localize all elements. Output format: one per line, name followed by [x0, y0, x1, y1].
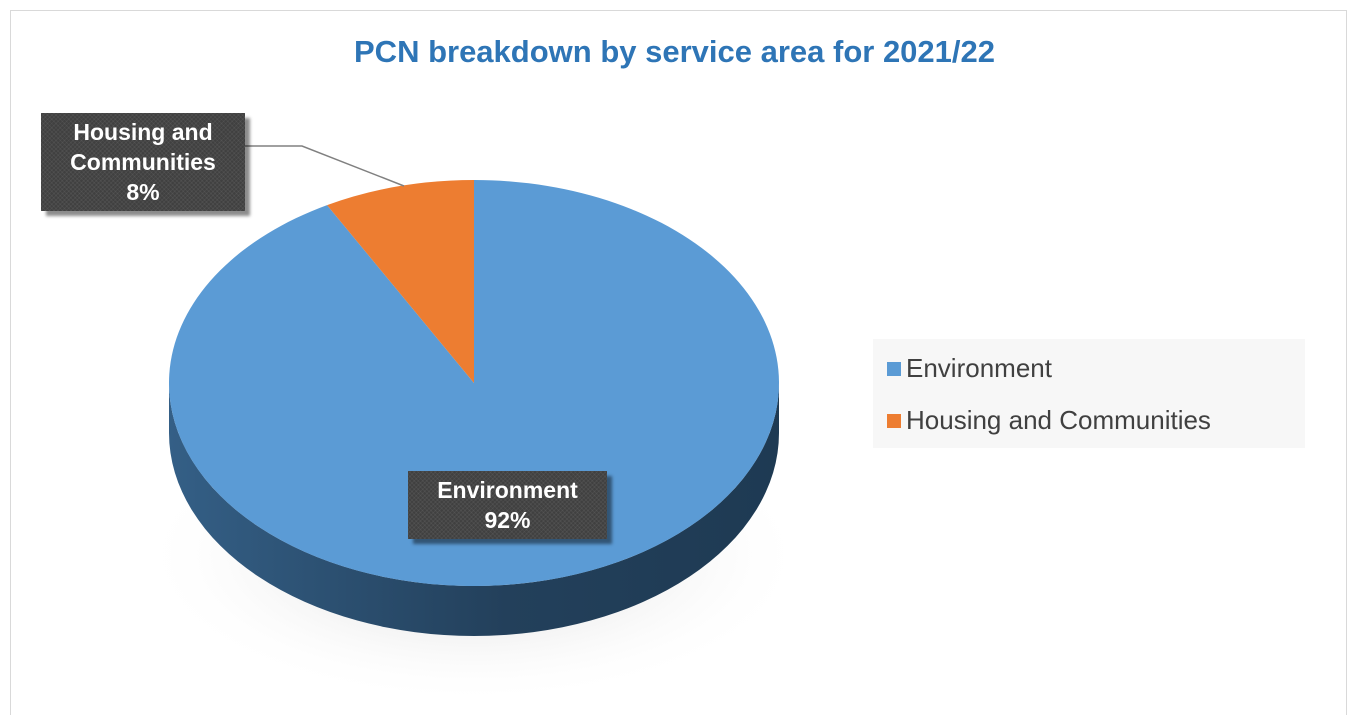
pie-slice-housing[interactable]	[327, 180, 474, 383]
legend: Environment Housing and Communities	[873, 339, 1305, 448]
legend-swatch-environment	[887, 361, 901, 376]
leader-line	[245, 145, 405, 187]
data-label-environment: Environment 92%	[408, 471, 607, 539]
legend-item-environment[interactable]: Environment	[887, 353, 1052, 384]
pie-top	[168, 180, 779, 586]
data-label-environment-value: 92%	[484, 507, 531, 533]
legend-label-environment: Environment	[906, 353, 1052, 383]
chart-title: PCN breakdown by service area for 2021/2…	[354, 34, 995, 69]
pie-slice-environment[interactable]	[168, 180, 779, 586]
data-label-environment-name: Environment	[437, 477, 578, 503]
pie-side	[169, 383, 779, 636]
data-label-housing: Housing and Communities 8%	[41, 113, 245, 211]
data-label-housing-value: 8%	[126, 179, 160, 205]
legend-swatch-housing	[887, 413, 901, 428]
data-label-housing-name: Housing and Communities	[70, 119, 216, 175]
pie-rim	[169, 383, 779, 636]
legend-item-housing[interactable]: Housing and Communities	[887, 405, 1211, 436]
legend-label-housing: Housing and Communities	[906, 405, 1211, 435]
